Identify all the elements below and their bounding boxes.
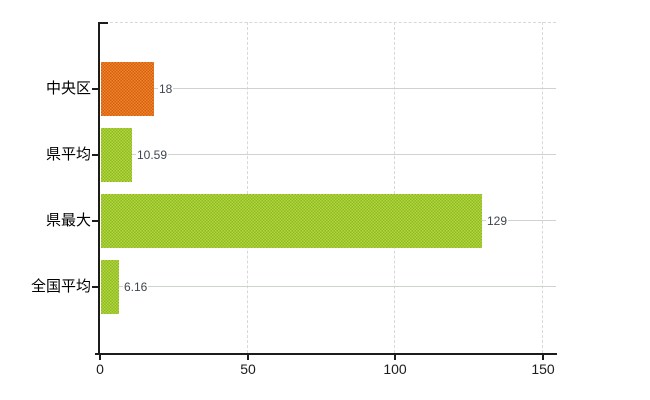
category-label: 全国平均 [30,278,91,295]
x-tick-label: 100 [383,361,407,377]
x-tick-label: 0 [96,361,104,377]
axis-top-tick [100,22,108,24]
plot-top-border [100,22,556,23]
bar-4 [101,260,119,314]
value-label: 10.59 [136,147,169,163]
category-gridline [101,154,556,155]
y-axis [98,22,100,355]
bar-3 [101,194,482,248]
vertical-gridline [247,22,248,353]
vertical-gridline [542,22,543,353]
category-gridline [101,286,556,287]
bar-1 [101,62,154,116]
x-tick-label: 150 [531,361,555,377]
value-label: 18 [158,81,174,97]
value-label: 6.16 [123,279,149,295]
x-tick-label: 50 [240,361,256,377]
category-tick [92,286,99,288]
vertical-gridline [394,22,395,353]
category-label: 中央区 [45,80,91,97]
x-tick [542,355,544,360]
category-gridline [101,88,556,89]
category-label: 県最大 [45,212,91,229]
value-label: 129 [486,213,509,229]
category-tick [92,88,99,90]
x-tick [247,355,249,360]
x-tick [394,355,396,360]
x-tick [99,355,101,360]
category-tick [92,220,99,222]
category-label: 県平均 [45,146,91,163]
category-tick [92,154,99,156]
bar-2 [101,128,132,182]
x-axis [95,353,557,355]
